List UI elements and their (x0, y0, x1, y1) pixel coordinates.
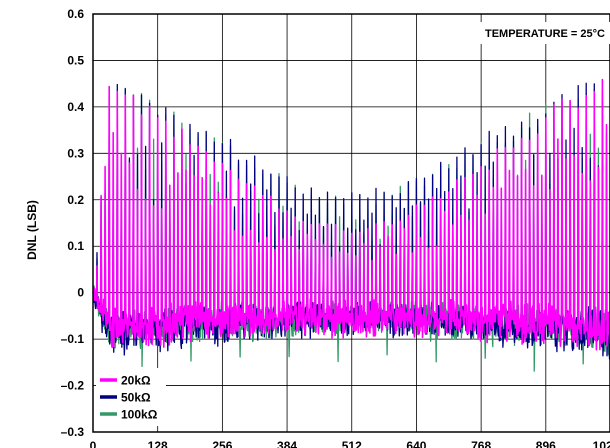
y-tick-label: –0.1 (61, 332, 85, 346)
x-tick-labels: 0 128 256 384 512 640 768 896 1024 (90, 439, 610, 448)
y-tick-label: –0.2 (61, 379, 85, 393)
x-tick-label: 1024 (593, 439, 610, 448)
x-tick-label: 640 (406, 439, 426, 448)
temperature-annotation: TEMPERATURE = 25°C (485, 28, 605, 40)
y-tick-label: –0.3 (61, 425, 85, 439)
legend-label: 20kΩ (121, 374, 151, 388)
y-tick-label: 0.1 (67, 239, 84, 253)
y-tick-label: 0.2 (67, 193, 84, 207)
y-tick-label: 0 (77, 286, 84, 300)
series-traces (92, 78, 610, 372)
y-tick-label: 0.6 (67, 7, 84, 21)
plot-frame (92, 13, 610, 433)
y-axis-label: DNL (LSB) (25, 200, 39, 260)
x-tick-label: 896 (536, 439, 556, 448)
x-tick-label: 768 (471, 439, 491, 448)
y-tick-label: 0.5 (67, 53, 84, 67)
series-20kΩ (92, 78, 610, 351)
annotation-background (446, 22, 610, 44)
legend: 20kΩ 50kΩ 100kΩ (100, 374, 158, 422)
x-tick-label: 0 (90, 439, 97, 448)
y-tick-label: 0.3 (67, 146, 84, 160)
series-line (92, 78, 610, 351)
x-tick-label: 384 (277, 439, 297, 448)
legend-label: 50kΩ (121, 391, 151, 405)
y-tick-labels: 0.6 0.5 0.4 0.3 0.2 0.1 0 –0.1 –0.2 –0.3 (61, 7, 85, 439)
x-tick-label: 128 (148, 439, 168, 448)
x-tick-label: 512 (342, 439, 362, 448)
y-tick-label: 0.4 (67, 100, 84, 114)
legend-label: 100kΩ (121, 408, 158, 422)
x-tick-label: 256 (212, 439, 232, 448)
